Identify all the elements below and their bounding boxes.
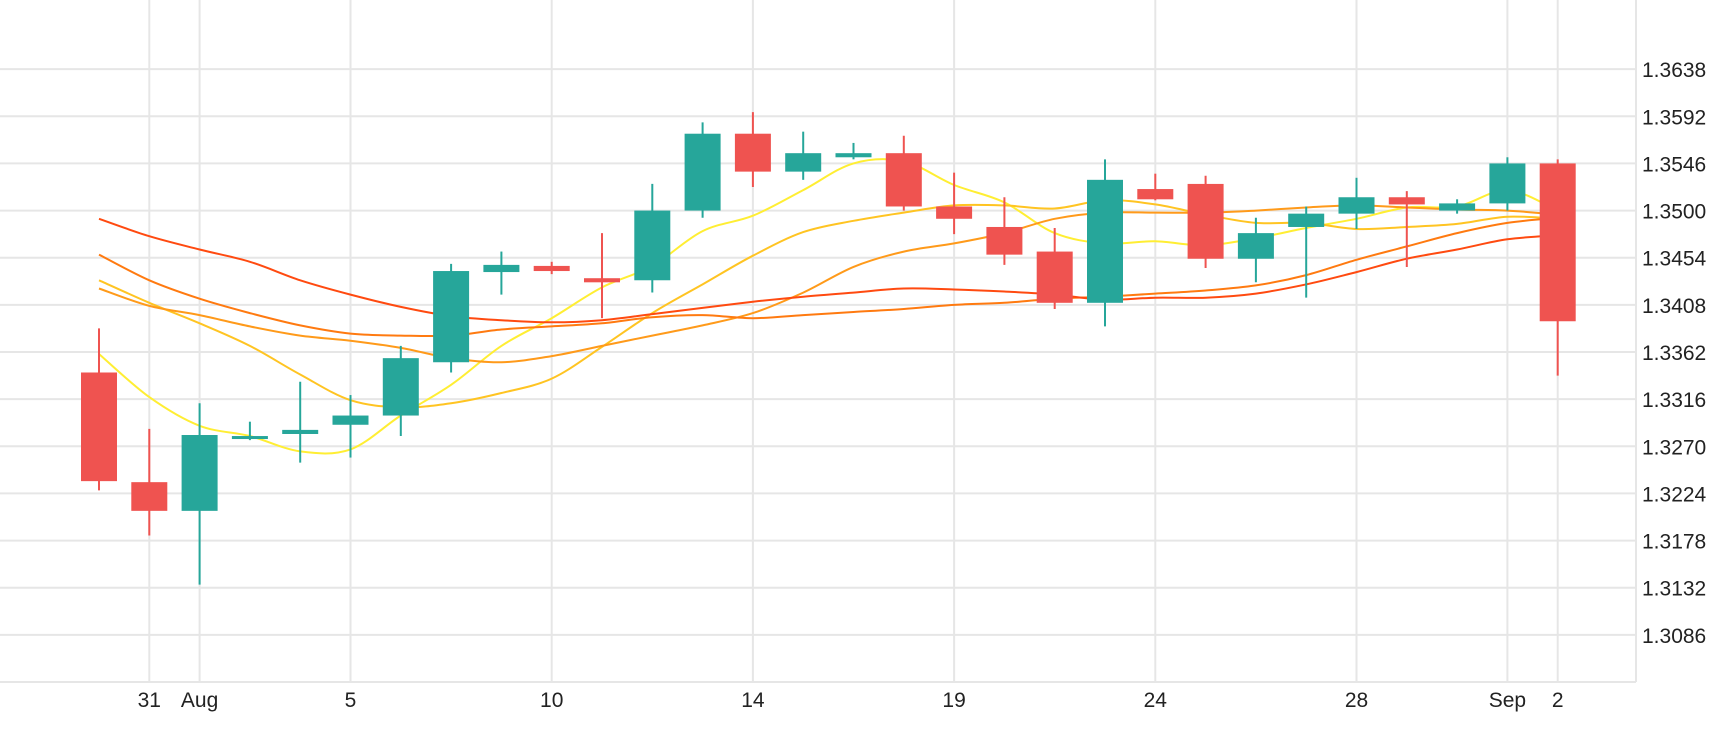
y-tick-label: 1.3592 <box>1642 106 1706 129</box>
y-tick-label: 1.3270 <box>1642 436 1706 459</box>
candle <box>1187 175 1224 268</box>
candle-body-down <box>986 226 1023 255</box>
candle-body-up <box>1489 163 1526 204</box>
x-tick-label: Aug <box>181 689 218 712</box>
candle <box>1137 173 1174 201</box>
candle <box>433 263 470 373</box>
x-tick-label: 31 <box>138 689 161 712</box>
candle <box>1489 157 1526 211</box>
candle <box>533 261 570 275</box>
moving-average-line-2 <box>98 199 1558 409</box>
x-tick-label: 2 <box>1552 689 1564 712</box>
candle-body-down <box>1539 163 1576 322</box>
x-tick-label: 28 <box>1345 689 1368 712</box>
candle-body-down <box>81 372 117 482</box>
y-tick-label: 1.3638 <box>1642 59 1706 82</box>
candle <box>835 142 872 160</box>
candle-body-down <box>885 153 922 207</box>
candle-body-up <box>382 358 419 416</box>
y-tick-label: 1.3362 <box>1642 342 1706 365</box>
x-axis: 31 Aug 5 10 14 19 24 28 Sep 2 <box>138 689 1564 712</box>
candle-body-up <box>684 133 721 211</box>
candle-body-up <box>1288 213 1325 227</box>
moving-average-line-3 <box>98 204 1558 364</box>
x-tick-label: 10 <box>540 689 563 712</box>
x-tick-label: 14 <box>741 689 765 712</box>
candle <box>231 421 268 441</box>
candle-body-up <box>332 415 369 425</box>
candle <box>131 428 168 536</box>
candle <box>1439 199 1476 214</box>
candle-body-up <box>1087 179 1123 303</box>
candle <box>332 395 369 458</box>
y-tick-label: 1.3316 <box>1642 389 1706 412</box>
candle <box>282 381 319 463</box>
candle-body-down <box>584 278 620 283</box>
candle-body-up <box>634 210 671 281</box>
candle-body-down <box>734 133 771 172</box>
candle <box>684 122 721 218</box>
x-tick-label: Sep <box>1489 689 1526 712</box>
candle-body-up <box>1237 233 1274 259</box>
candle <box>885 135 922 211</box>
candle <box>483 251 520 295</box>
y-tick-label: 1.3546 <box>1642 153 1706 176</box>
moving-average-line-5 <box>98 217 1558 324</box>
candle <box>1539 159 1576 376</box>
candle <box>1087 159 1123 327</box>
moving-average-line-4 <box>98 216 1558 338</box>
candle-body-up <box>433 271 470 363</box>
x-tick-label: 19 <box>942 689 965 712</box>
candle-body-up <box>785 153 822 172</box>
candle <box>1388 191 1425 267</box>
candle <box>1288 206 1325 298</box>
y-tick-label: 1.3500 <box>1642 201 1706 224</box>
candle <box>986 197 1023 265</box>
candle <box>382 345 419 437</box>
x-tick-label: 24 <box>1144 689 1168 712</box>
candle-body-up <box>835 153 872 158</box>
candle-body-down <box>533 265 570 272</box>
candle-body-down <box>936 206 973 219</box>
y-axis: 1.3638 1.3592 1.3546 1.3500 1.3454 1.3408 1.33… <box>1642 59 1707 648</box>
candle <box>181 403 218 585</box>
candles <box>81 112 1576 585</box>
candle <box>936 172 973 235</box>
y-tick-label: 1.3224 <box>1642 483 1707 506</box>
y-tick-label: 1.3454 <box>1642 248 1707 271</box>
y-tick-label: 1.3132 <box>1642 578 1706 601</box>
y-tick-label: 1.3086 <box>1642 625 1706 648</box>
candle-body-up <box>1338 197 1375 214</box>
candle-body-up <box>181 435 218 511</box>
candle <box>1338 177 1375 230</box>
x-tick-label: 5 <box>345 689 357 712</box>
candle <box>584 233 620 319</box>
y-tick-label: 1.3408 <box>1642 295 1706 318</box>
candle-body-down <box>1187 183 1224 259</box>
y-tick-label: 1.3178 <box>1642 531 1706 554</box>
candle <box>785 131 822 180</box>
candle <box>1036 227 1073 309</box>
candle <box>734 112 771 187</box>
candle <box>1237 217 1274 283</box>
candle-body-down <box>131 482 168 511</box>
candle <box>634 183 671 293</box>
candle <box>81 328 117 491</box>
candle-body-down <box>1137 189 1174 200</box>
candle-body-up <box>282 429 319 434</box>
moving-average-line-1 <box>98 158 1559 455</box>
candle-body-up <box>483 264 520 273</box>
candle-body-down <box>1388 197 1425 205</box>
candle-body-down <box>1036 251 1073 303</box>
candle-body-up <box>1439 203 1476 211</box>
grid <box>0 0 1637 683</box>
candle-body-up <box>231 436 268 440</box>
